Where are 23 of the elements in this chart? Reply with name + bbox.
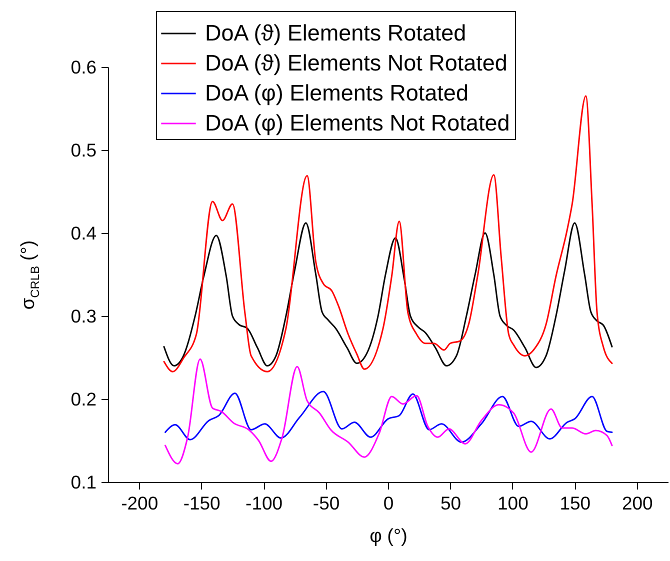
y-tick-label: 0.5: [70, 140, 96, 160]
y-tick-label: 0.6: [70, 56, 96, 78]
x-tick-label: 50: [440, 492, 462, 514]
line-series: [163, 222, 613, 368]
x-tick-label: -50: [312, 492, 340, 514]
y-tick-label: 0.2: [70, 388, 96, 410]
x-tick-label: 200: [622, 492, 653, 514]
y-tick-label: 0.4: [70, 222, 96, 244]
legend-label: DoA (φ) Elements Rotated: [205, 80, 468, 106]
legend-label: DoA (φ) Elements Not Rotated: [205, 110, 510, 136]
x-tick-label: -100: [246, 492, 283, 514]
x-tick-label: 100: [498, 492, 528, 514]
x-tick-label: -200: [121, 492, 158, 514]
y-tick-label: 0.1: [70, 472, 96, 492]
x-tick-label: 150: [560, 492, 591, 514]
y-tick-label: 0.3: [70, 306, 96, 326]
legend-label: DoA (ϑ) Elements Rotated: [205, 20, 466, 46]
line-series: [164, 390, 613, 443]
x-tick-label: -150: [183, 492, 220, 514]
x-tick-label: 0: [383, 492, 394, 514]
legend-label: DoA (ϑ) Elements Not Rotated: [205, 50, 508, 76]
x-axis-title: φ (°): [370, 526, 408, 547]
line-series: [164, 358, 613, 464]
